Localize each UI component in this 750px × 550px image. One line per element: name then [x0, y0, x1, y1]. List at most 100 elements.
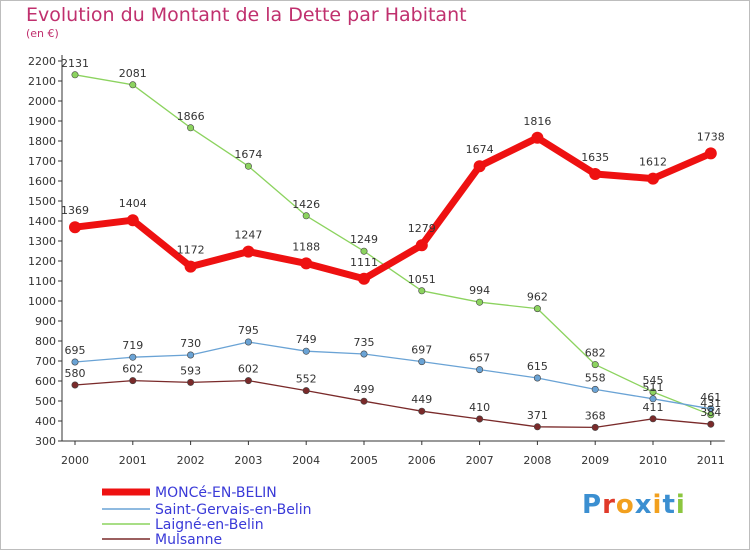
- data-point: [302, 347, 310, 355]
- data-point: [244, 162, 252, 170]
- data-label: 410: [469, 401, 490, 414]
- data-label: 657: [469, 352, 490, 365]
- y-tick-label: 2000: [28, 95, 56, 108]
- data-label: 1738: [697, 130, 725, 143]
- data-label: 593: [180, 364, 201, 377]
- y-tick-label: 400: [35, 415, 56, 428]
- x-tick-label: 2011: [697, 454, 725, 467]
- y-tick-label: 1500: [28, 195, 56, 208]
- data-label: 552: [296, 373, 317, 386]
- data-point: [71, 381, 79, 389]
- y-tick-label: 1700: [28, 155, 56, 168]
- logo-letter: o: [615, 490, 635, 520]
- data-point: [360, 247, 368, 255]
- data-point: [647, 172, 659, 185]
- data-point: [418, 287, 426, 295]
- data-point: [531, 131, 544, 144]
- logo-letter: t: [662, 490, 676, 520]
- y-tick-label: 1800: [28, 135, 56, 148]
- series-line: [74, 341, 712, 410]
- data-point: [302, 387, 310, 395]
- y-tick-label: 1300: [28, 235, 56, 248]
- data-label: 1111: [350, 256, 378, 269]
- data-label: 695: [65, 344, 86, 357]
- logo-letter: x: [634, 490, 653, 520]
- data-label: 431: [700, 397, 721, 410]
- y-tick-label: 1400: [28, 215, 56, 228]
- data-label: 615: [527, 360, 548, 373]
- y-tick-label: 1100: [28, 275, 56, 288]
- data-point: [187, 378, 195, 386]
- logo-letter: i: [652, 490, 663, 520]
- data-label: 730: [180, 337, 201, 350]
- data-label: 602: [238, 363, 259, 376]
- data-point: [187, 124, 195, 132]
- data-label: 461: [700, 391, 721, 404]
- data-label: 1172: [177, 244, 205, 257]
- data-point: [302, 212, 310, 220]
- data-label: 384: [700, 406, 721, 419]
- data-point: [184, 260, 197, 273]
- data-point: [71, 358, 79, 366]
- data-label: 411: [643, 401, 664, 414]
- data-point: [415, 239, 428, 252]
- legend-label: Mulsanne: [155, 532, 222, 548]
- data-label: 499: [354, 383, 375, 396]
- data-point: [707, 405, 715, 413]
- data-point: [649, 388, 657, 396]
- y-tick-label: 900: [35, 315, 56, 328]
- data-point: [704, 147, 717, 160]
- data-point: [244, 377, 252, 385]
- x-tick-label: 2005: [350, 454, 378, 467]
- data-point: [244, 338, 252, 346]
- data-point: [71, 71, 79, 79]
- data-point: [358, 272, 370, 285]
- data-label: 511: [643, 381, 664, 394]
- data-point: [360, 397, 368, 405]
- data-label: 697: [411, 344, 432, 357]
- y-tick-label: 1200: [28, 255, 56, 268]
- data-point: [476, 415, 484, 423]
- data-point: [300, 257, 313, 270]
- data-point: [649, 415, 657, 423]
- data-point: [591, 385, 599, 393]
- data-label: 558: [585, 371, 606, 384]
- data-point: [707, 420, 715, 428]
- series-line: [71, 134, 715, 283]
- chart-subtitle: (en €): [26, 27, 59, 40]
- data-point: [649, 395, 657, 403]
- data-point: [476, 298, 484, 306]
- data-label: 449: [411, 393, 432, 406]
- x-tick-label: 2004: [292, 454, 320, 467]
- data-point: [129, 353, 137, 361]
- data-label: 1866: [177, 110, 205, 123]
- data-point: [591, 361, 599, 369]
- data-label: 1279: [408, 222, 436, 235]
- data-point: [69, 221, 81, 234]
- data-label: 1051: [408, 273, 436, 286]
- logo-letter: P: [582, 490, 603, 520]
- proxiti-logo: Proxiti: [582, 490, 686, 520]
- data-label: 749: [296, 333, 317, 346]
- y-tick-label: 800: [35, 335, 56, 348]
- y-tick-label: 700: [35, 355, 56, 368]
- x-tick-label: 2000: [61, 454, 89, 467]
- data-label: 994: [469, 284, 490, 297]
- series-3: [71, 377, 715, 431]
- data-label: 1674: [466, 143, 494, 156]
- data-label: 371: [527, 409, 548, 422]
- data-point: [126, 214, 139, 227]
- data-label: 795: [238, 324, 259, 337]
- y-tick-label: 1600: [28, 175, 56, 188]
- data-point: [418, 358, 426, 366]
- data-point: [476, 366, 484, 374]
- y-tick-label: 1900: [28, 115, 56, 128]
- data-label: 2081: [119, 67, 147, 80]
- series-0: [69, 131, 717, 285]
- data-label: 580: [65, 367, 86, 380]
- data-point: [418, 407, 426, 415]
- data-point: [360, 350, 368, 358]
- logo-letter: i: [675, 490, 686, 520]
- series-2: [71, 71, 715, 419]
- data-point: [589, 168, 602, 180]
